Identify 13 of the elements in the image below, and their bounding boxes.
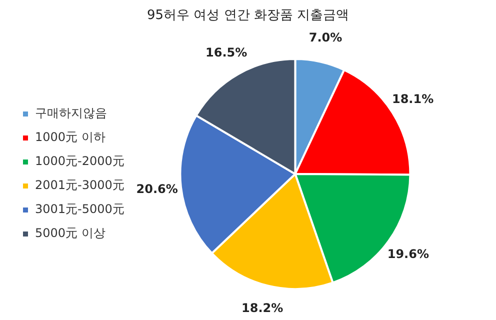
legend-label: 5000元 이상 — [35, 226, 106, 240]
legend-label: 1000元 이하 — [35, 130, 106, 144]
data-label: 18.2% — [242, 301, 284, 316]
data-label: 19.6% — [387, 247, 429, 262]
data-label: 18.1% — [392, 92, 434, 106]
data-label: 20.6% — [136, 182, 178, 196]
legend-label: 3001元-5000元 — [35, 202, 124, 216]
legend-label: 2001元-3000元 — [35, 178, 124, 192]
data-label: 16.5% — [206, 45, 248, 60]
legend-label: 구매하지않음 — [35, 106, 107, 120]
legend-label: 1000元-2000元 — [35, 154, 124, 168]
chart-title: 95허우 여성 연간 화장품 지출금액 — [146, 7, 350, 24]
data-label: 7.0% — [308, 30, 342, 44]
